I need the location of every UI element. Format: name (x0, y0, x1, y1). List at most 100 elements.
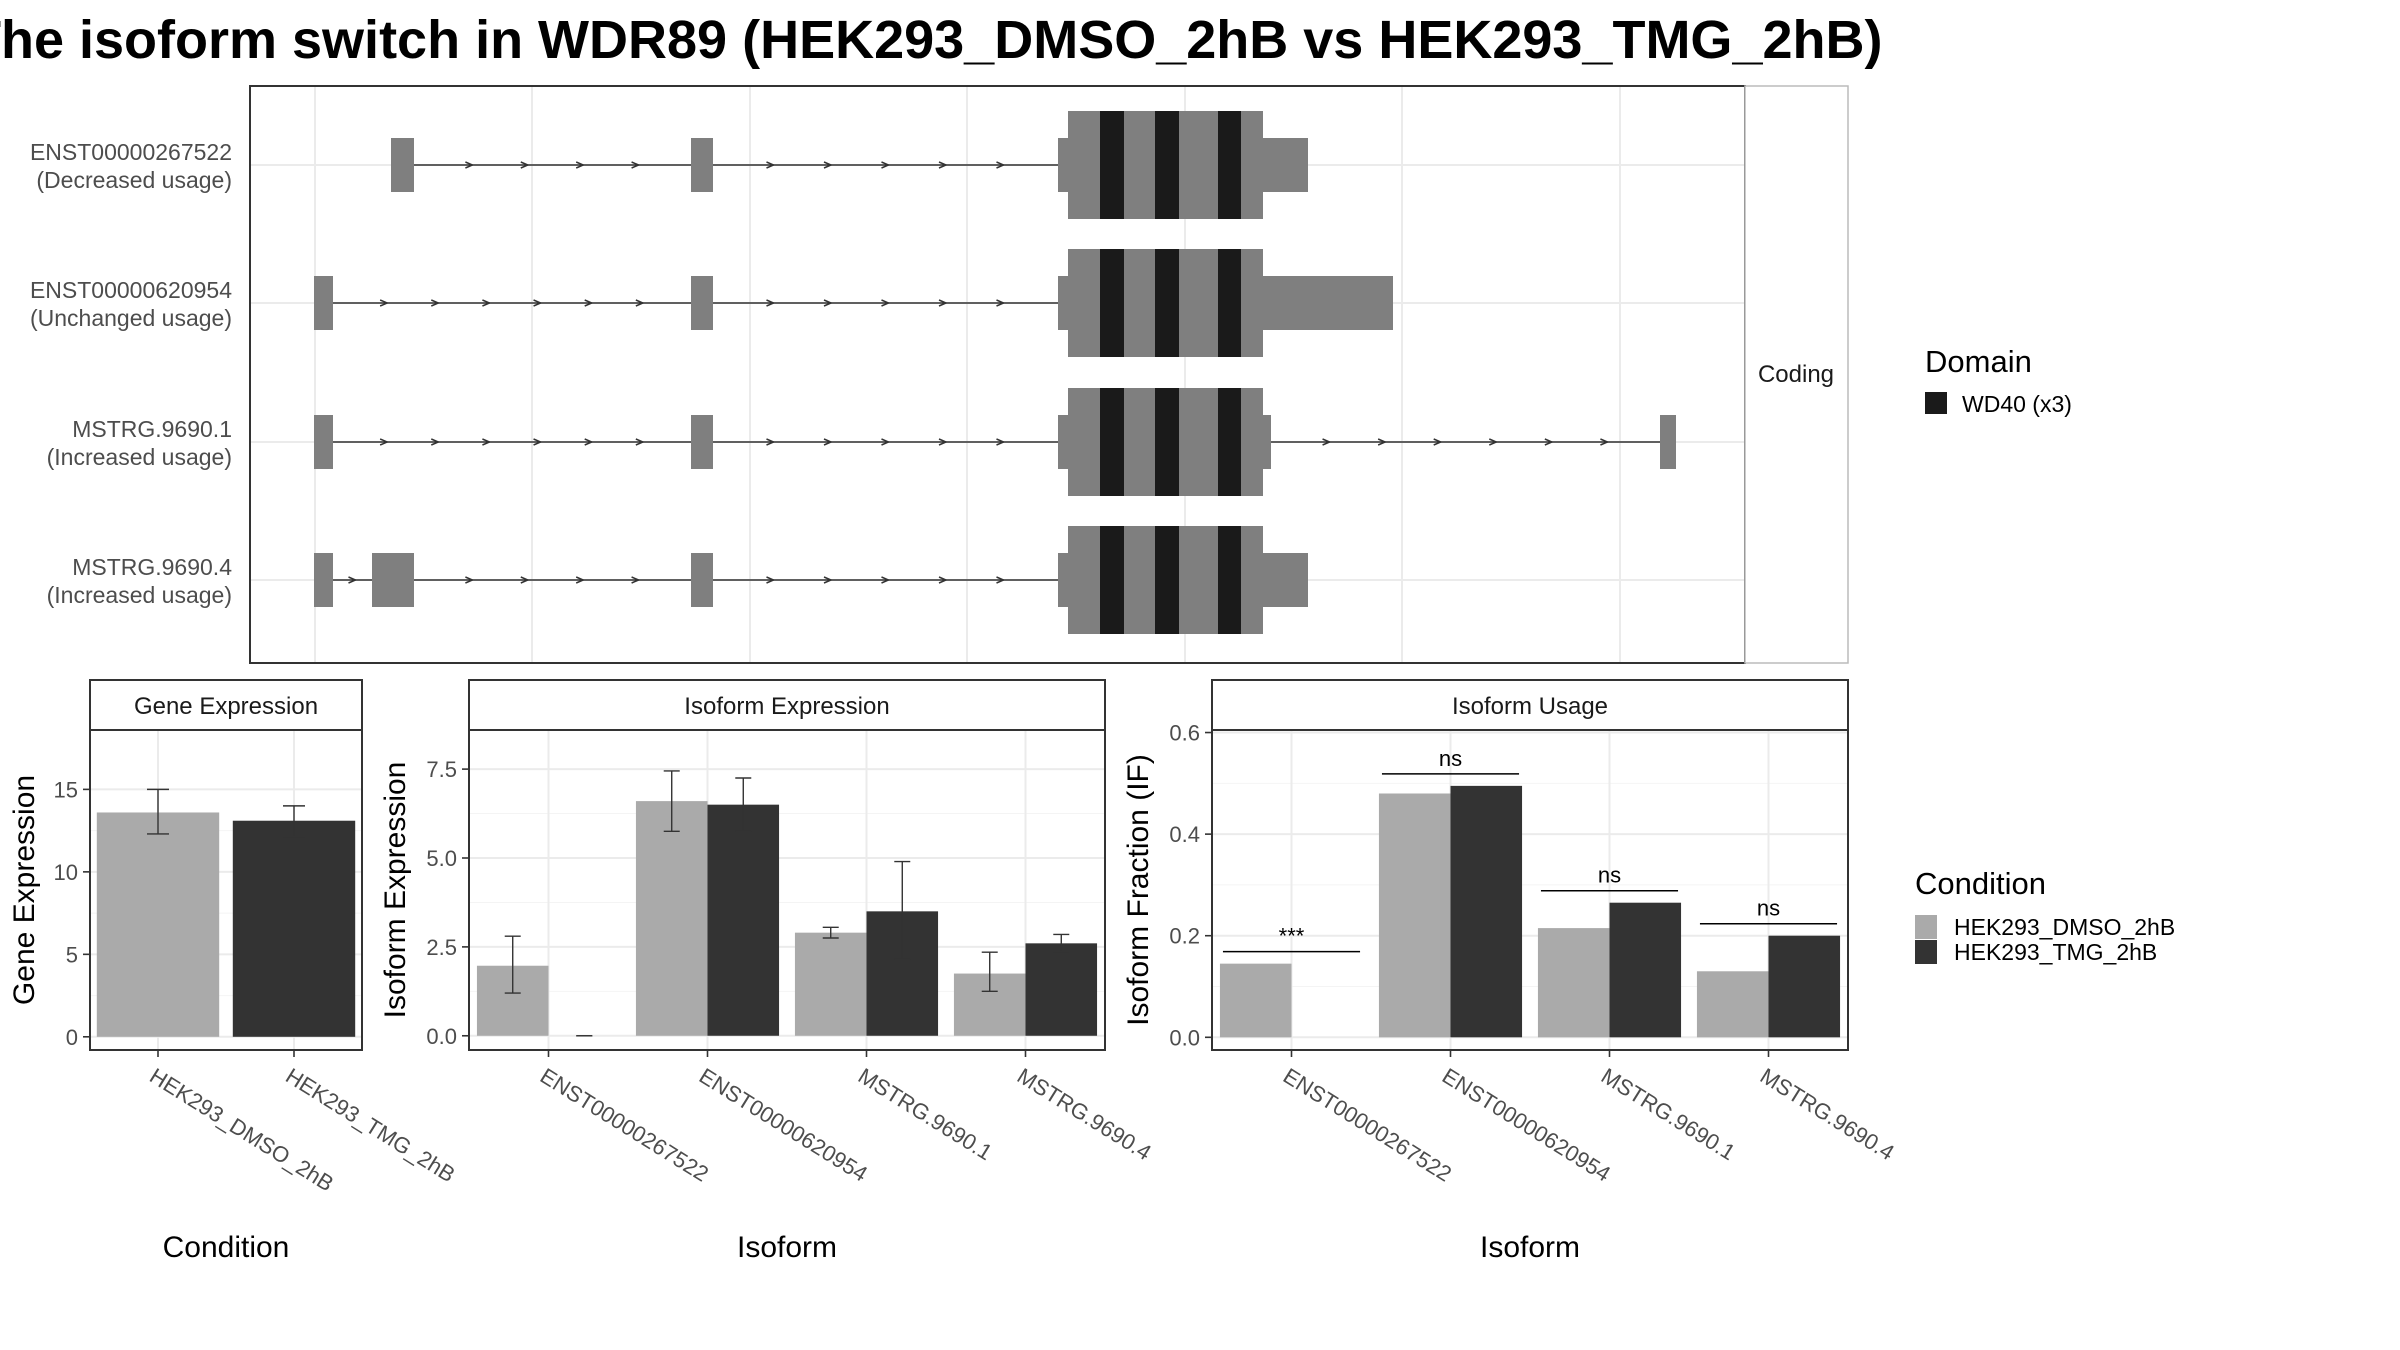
error-bar (1053, 933, 1070, 953)
y-axis-title: Isoform Expression (379, 762, 412, 1019)
intron-arrow (938, 438, 948, 446)
wd40-domain-block (1155, 249, 1179, 357)
x-axis-title: Isoform (737, 1231, 837, 1264)
intron-arrow (584, 299, 594, 307)
intron-arrow (823, 299, 833, 307)
facet-strip-title: Gene Expression (134, 693, 318, 720)
intron-arrow (766, 576, 776, 584)
chart-panel-1: Gene Expression051015HEK293_DMSO_2hBHEK2… (8, 679, 459, 1264)
wd40-domain-block (1100, 111, 1124, 219)
significance-label: ns (1757, 896, 1780, 921)
intron-arrow (379, 438, 390, 446)
intron-arrow (938, 576, 948, 584)
transcript-id-label: ENST00000267522 (30, 139, 232, 165)
bar-hek293_dmso_2hb-3 (1537, 928, 1610, 1038)
error-bar (735, 777, 752, 833)
exon-block (1660, 415, 1676, 469)
x-tick-label: ENST00000267522 (1279, 1063, 1456, 1187)
intron-arrow (766, 161, 776, 169)
intron-arrow (823, 576, 833, 584)
facet-strip (468, 679, 1106, 731)
x-tick-label: MSTRG.9690.4 (1013, 1063, 1156, 1165)
x-axis-title: Condition (163, 1231, 290, 1264)
intron-arrow (575, 161, 586, 169)
wd40-domain-block (1155, 388, 1179, 496)
intron-arrow (823, 161, 833, 169)
exon-block (314, 553, 333, 607)
wd40-domain-block (1155, 111, 1179, 219)
y-tick-label: 10 (54, 860, 78, 885)
x-tick-label: MSTRG.9690.4 (1756, 1063, 1899, 1165)
y-tick-label: 5.0 (426, 846, 457, 871)
intron-arrow (465, 576, 475, 584)
facet-strip-title: Isoform Expression (684, 693, 889, 720)
intron-arrow (996, 438, 1006, 446)
intron-arrow (1377, 438, 1388, 446)
intron-arrow (766, 299, 776, 307)
intron-arrow (938, 299, 948, 307)
error-bar (147, 788, 169, 835)
bar-hek293_dmso_2hb-3 (794, 932, 867, 1036)
error-bar (283, 805, 305, 838)
intron-arrow (1322, 438, 1332, 446)
intron-arrow (881, 576, 891, 584)
exon-block (314, 415, 333, 469)
intron-arrow (430, 299, 441, 307)
exon-block (691, 553, 713, 607)
y-tick-label: 0.0 (1169, 1025, 1200, 1050)
facet-strip-title: Isoform Usage (1452, 693, 1608, 720)
bar-hek293_tmg_2hb-4 (1025, 943, 1098, 1036)
transcript-model-2 (314, 249, 1393, 357)
transcript-model-3 (314, 388, 1676, 496)
bar-hek293_tmg_2hb-2 (1450, 785, 1523, 1038)
exon-block (391, 138, 414, 192)
wd40-domain-block (1218, 249, 1241, 357)
intron-arrow (1544, 438, 1554, 446)
utr-block (1260, 276, 1393, 330)
wd40-legend-label: WD40 (x3) (1962, 391, 2072, 417)
structure-panel-background (250, 86, 1745, 663)
error-bar (981, 951, 998, 993)
wd40-domain-block (1100, 388, 1124, 496)
intron-arrow (823, 438, 833, 446)
intron-arrow (520, 576, 530, 584)
intron-arrow (430, 438, 441, 446)
domain-legend-title: Domain (1925, 344, 2032, 379)
bar-chart-panels: Gene Expression051015HEK293_DMSO_2hBHEK2… (8, 679, 1899, 1264)
x-tick-label: ENST00000620954 (695, 1063, 872, 1187)
transcript-usage-label: (Unchanged usage) (30, 305, 232, 331)
significance-label: ns (1598, 863, 1621, 888)
intron-arrow (1488, 438, 1499, 446)
intron-arrow (881, 438, 891, 446)
x-tick-label: MSTRG.9690.1 (854, 1063, 997, 1165)
intron-arrow (881, 161, 891, 169)
bar-hek293_dmso_2hb-1 (1219, 963, 1292, 1038)
exon-block (691, 415, 713, 469)
bar-hek293_tmg_2hb-2 (707, 804, 780, 1036)
bar-hek293_tmg_2hb-3 (1609, 902, 1682, 1038)
intron-arrow (482, 438, 492, 446)
y-tick-label: 0.6 (1169, 721, 1200, 746)
intron-arrow (379, 299, 390, 307)
transcript-usage-label: (Decreased usage) (36, 167, 232, 193)
bar-hek293_dmso_2hb-4 (1696, 971, 1769, 1038)
bar-gene-2 (232, 820, 356, 1037)
intron-arrow (631, 161, 641, 169)
coding-strip-label: Coding (1758, 361, 1834, 388)
exon-block (314, 276, 333, 330)
facet-strip (1211, 679, 1849, 731)
error-bar (822, 926, 839, 939)
condition-legend-title: Condition (1915, 866, 2046, 901)
intron-arrow (996, 576, 1006, 584)
utr-block (1260, 415, 1271, 469)
y-axis-title: Isoform Fraction (IF) (1122, 754, 1155, 1026)
intron-arrow (881, 299, 891, 307)
y-tick-label: 7.5 (426, 757, 457, 782)
wd40-domain-block (1100, 249, 1124, 357)
intron-arrow (635, 438, 645, 446)
y-tick-label: 15 (54, 777, 78, 802)
intron-arrow (348, 576, 358, 584)
error-bar (504, 935, 521, 994)
y-tick-label: 0.2 (1169, 924, 1200, 949)
utr-block (1260, 553, 1308, 607)
